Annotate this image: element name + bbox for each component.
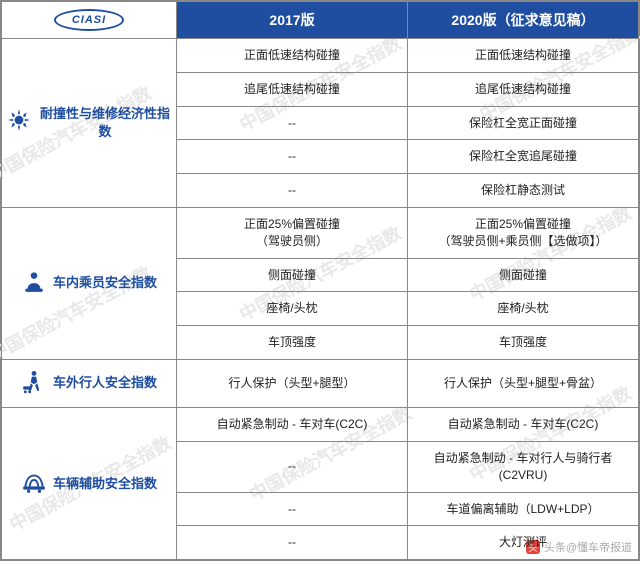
category-title: 耐撞性与维修经济性指数 bbox=[38, 105, 172, 141]
cell-2017: 自动紧急制动 - 车对车(C2C) bbox=[177, 408, 408, 442]
cell-2020: 保险杠全宽正面碰撞 bbox=[408, 106, 639, 140]
table-row: 耐撞性与维修经济性指数正面低速结构碰撞正面低速结构碰撞 bbox=[2, 39, 639, 73]
cell-2020: 车顶强度 bbox=[408, 326, 639, 360]
cell-2020: 正面低速结构碰撞 bbox=[408, 39, 639, 73]
ciasi-logo: CIASI bbox=[54, 9, 124, 31]
category-icon bbox=[21, 368, 47, 399]
category-title: 车辆辅助安全指数 bbox=[53, 475, 157, 493]
category-cell: 耐撞性与维修经济性指数 bbox=[2, 39, 177, 208]
cell-2020: 自动紧急制动 - 车对行人与骑行者(C2VRU) bbox=[408, 441, 639, 492]
cell-2020: 座椅/头枕 bbox=[408, 292, 639, 326]
cell-2017: -- bbox=[177, 441, 408, 492]
cell-2017: 座椅/头枕 bbox=[177, 292, 408, 326]
cell-2017: 行人保护（头型+腿型） bbox=[177, 359, 408, 407]
category-title: 车外行人安全指数 bbox=[53, 374, 157, 392]
table-row: 车内乘员安全指数正面25%偏置碰撞（驾驶员侧）正面25%偏置碰撞（驾驶员侧+乘员… bbox=[2, 207, 639, 258]
cell-2020: 大灯测评 bbox=[408, 526, 639, 560]
cell-2020: 保险杠全宽追尾碰撞 bbox=[408, 140, 639, 174]
cell-2020: 正面25%偏置碰撞（驾驶员侧+乘员侧【选做项】） bbox=[408, 207, 639, 258]
cell-2020: 保险杠静态测试 bbox=[408, 174, 639, 208]
cell-2017: -- bbox=[177, 492, 408, 526]
category-icon bbox=[6, 107, 32, 138]
comparison-table: CIASI 2017版 2020版（征求意见稿） 耐撞性与维修经济性指数正面低速… bbox=[1, 1, 639, 560]
category-cell: 车外行人安全指数 bbox=[2, 359, 177, 407]
cell-2017: 正面25%偏置碰撞（驾驶员侧） bbox=[177, 207, 408, 258]
col-2017-header: 2017版 bbox=[177, 2, 408, 39]
col-2020-header: 2020版（征求意见稿） bbox=[408, 2, 639, 39]
cell-2020: 侧面碰撞 bbox=[408, 258, 639, 292]
cell-2017: -- bbox=[177, 140, 408, 174]
cell-2020: 行人保护（头型+腿型+骨盆） bbox=[408, 359, 639, 407]
category-cell: 车辆辅助安全指数 bbox=[2, 408, 177, 560]
table-row: 车外行人安全指数 行人保护（头型+腿型）行人保护（头型+腿型+骨盆） bbox=[2, 359, 639, 407]
cell-2020: 车道偏离辅助（LDW+LDP） bbox=[408, 492, 639, 526]
cell-2017: 侧面碰撞 bbox=[177, 258, 408, 292]
logo-cell: CIASI bbox=[2, 2, 177, 39]
category-icon bbox=[21, 468, 47, 499]
cell-2020: 自动紧急制动 - 车对车(C2C) bbox=[408, 408, 639, 442]
cell-2017: -- bbox=[177, 174, 408, 208]
cell-2017: 追尾低速结构碰撞 bbox=[177, 72, 408, 106]
cell-2017: -- bbox=[177, 526, 408, 560]
cell-2017: -- bbox=[177, 106, 408, 140]
cell-2017: 正面低速结构碰撞 bbox=[177, 39, 408, 73]
cell-2020: 追尾低速结构碰撞 bbox=[408, 72, 639, 106]
category-title: 车内乘员安全指数 bbox=[53, 274, 157, 292]
category-icon bbox=[21, 268, 47, 299]
category-cell: 车内乘员安全指数 bbox=[2, 207, 177, 359]
cell-2017: 车顶强度 bbox=[177, 326, 408, 360]
table-row: 车辆辅助安全指数自动紧急制动 - 车对车(C2C)自动紧急制动 - 车对车(C2… bbox=[2, 408, 639, 442]
